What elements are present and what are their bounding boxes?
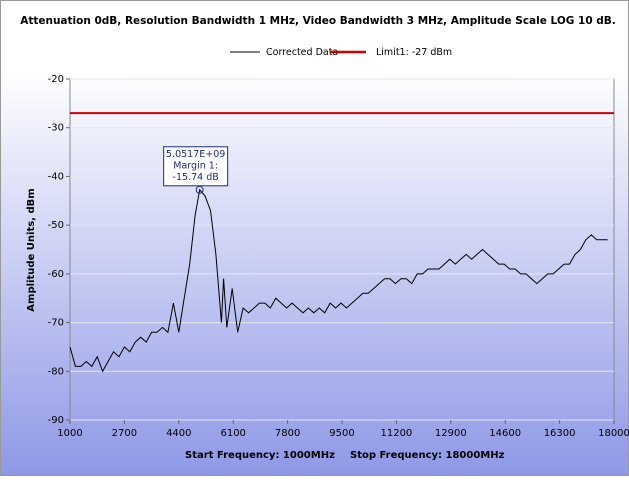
- x-tick-label: 12900: [435, 428, 467, 439]
- y-tick-label: -80: [48, 366, 64, 377]
- y-tick-label: -60: [48, 269, 64, 280]
- x-tick-label: 18000: [598, 428, 629, 439]
- x-tick-label: 11200: [380, 428, 412, 439]
- x-tick-label: 16300: [544, 428, 576, 439]
- series-line: [69, 188, 608, 373]
- y-tick-label: -20: [48, 74, 64, 85]
- x-tick-label: 1000: [57, 428, 82, 439]
- y-tick-label: -50: [48, 220, 64, 231]
- x-tick-label: 7800: [275, 428, 300, 439]
- x-tick-label: 6100: [220, 428, 245, 439]
- footer-start: Start Frequency: 1000MHz: [185, 450, 335, 461]
- y-axis-label: Amplitude Units, dBm: [26, 188, 37, 311]
- y-tick-label: -30: [48, 123, 64, 134]
- y-tick-label: -90: [48, 415, 64, 426]
- x-tick-label: 9500: [329, 428, 354, 439]
- legend-label: Corrected Data: [266, 47, 338, 58]
- marker-label: -15.74 dB: [173, 172, 219, 183]
- footer-stop: Stop Frequency: 18000MHz: [350, 450, 505, 461]
- legend-label: Limit1: -27 dBm: [376, 47, 452, 58]
- marker-label: Margin 1:: [173, 160, 218, 171]
- marker-label: 5.0517E+09: [166, 149, 225, 160]
- x-tick-label: 14600: [489, 428, 521, 439]
- chart-title: Attenuation 0dB, Resolution Bandwidth 1 …: [20, 15, 616, 27]
- marker-box: [163, 146, 229, 187]
- x-tick-label: 2700: [112, 428, 137, 439]
- x-tick-label: 4400: [166, 428, 191, 439]
- y-tick-label: -40: [48, 171, 64, 182]
- y-tick-label: -70: [48, 318, 64, 329]
